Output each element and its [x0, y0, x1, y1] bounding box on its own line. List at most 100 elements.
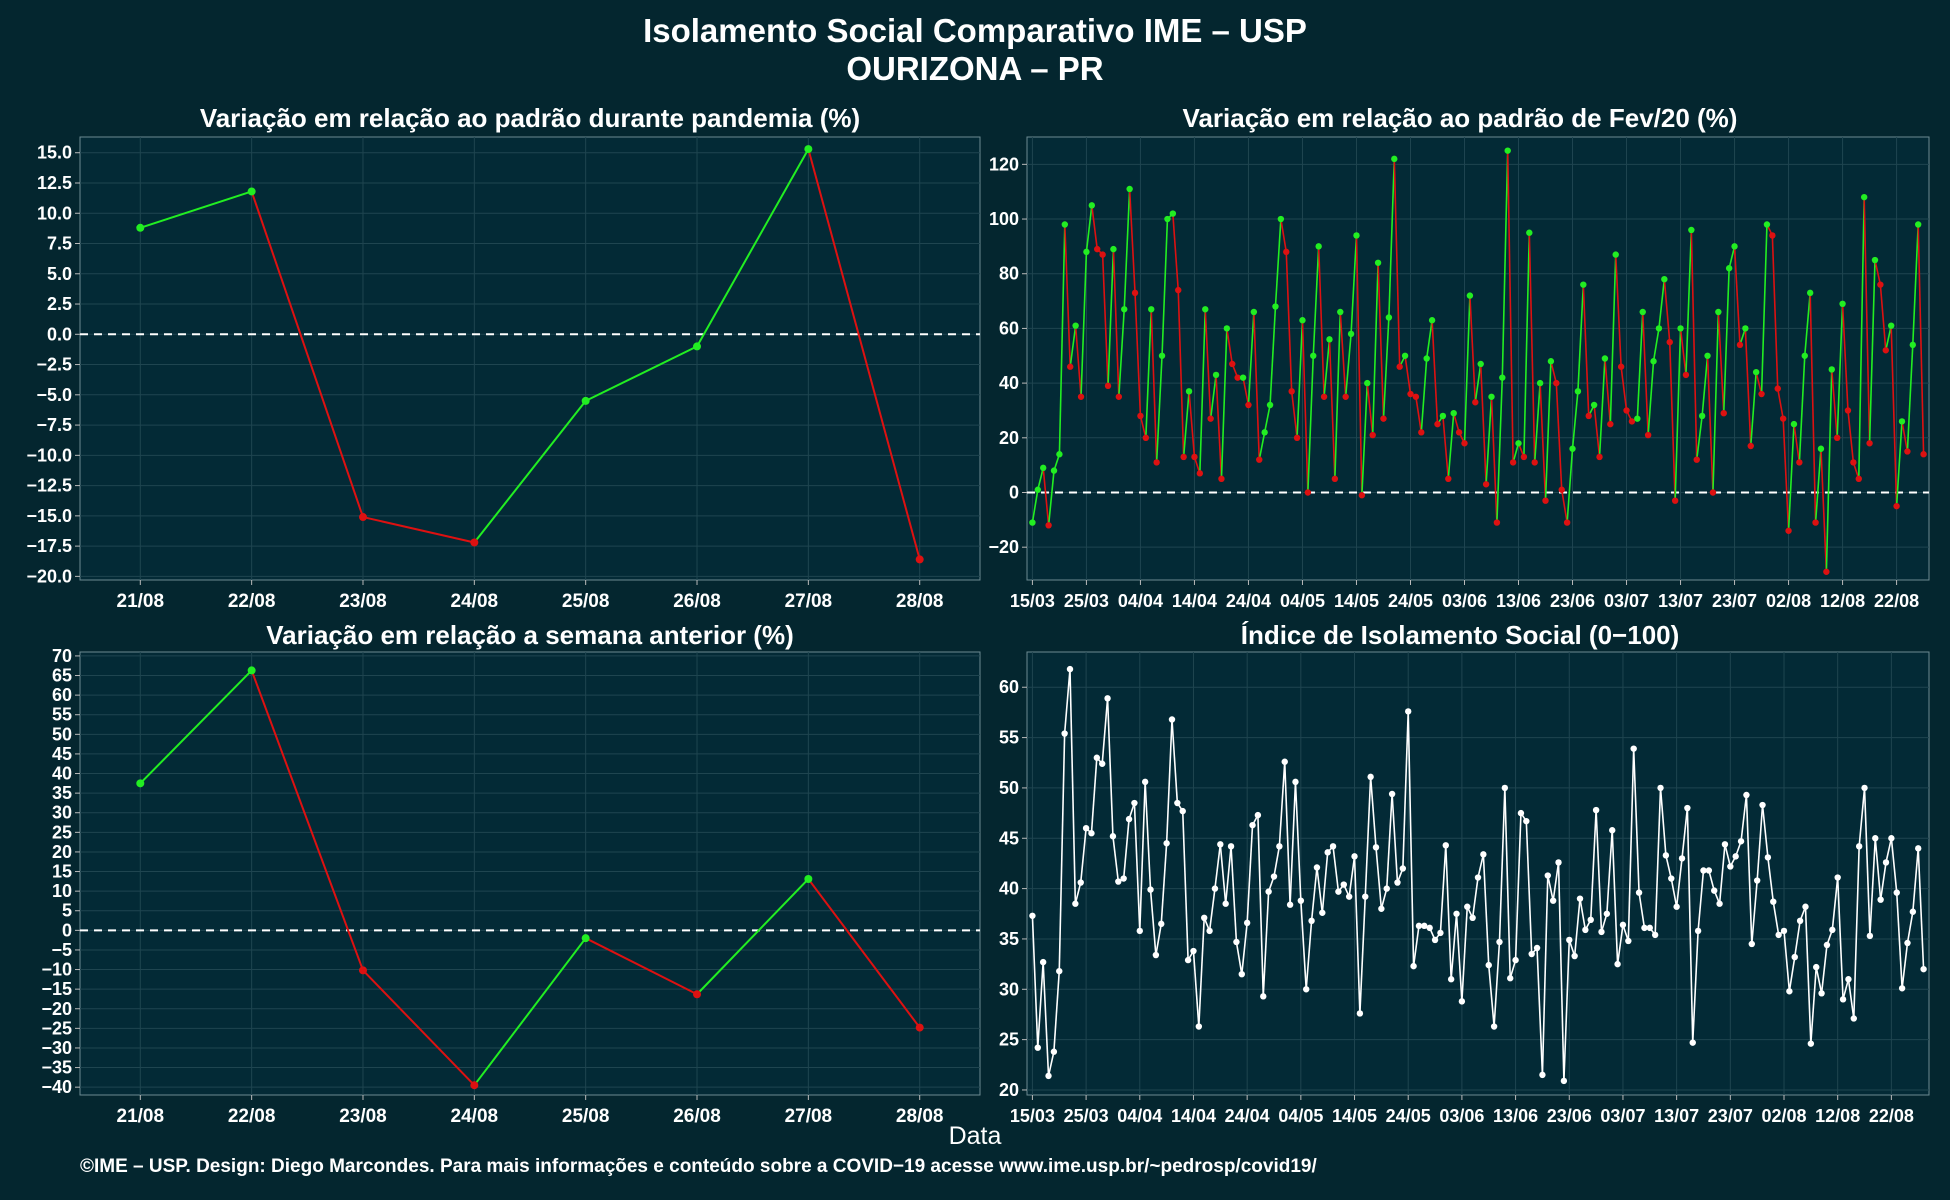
series-segment: [1701, 355, 1709, 416]
data-point: [1662, 852, 1670, 859]
series-segment: [1402, 711, 1410, 869]
data-point: [1104, 695, 1111, 702]
series-segment: [1269, 306, 1277, 406]
y-tick-label: 0: [1009, 482, 1019, 502]
series-segment: [250, 191, 364, 518]
series-segment: [1820, 944, 1828, 994]
series-segment: [1668, 342, 1676, 501]
panel-prev-week: 7065605550454035302520151050−5−10−15−20−…: [41, 646, 981, 1127]
series-segment: [1740, 794, 1748, 842]
data-point: [1288, 388, 1295, 395]
data-point: [1850, 1015, 1857, 1022]
series-segment: [1788, 956, 1796, 992]
data-point: [1249, 821, 1256, 829]
series-segment: [1145, 309, 1153, 438]
series-segment: [1208, 888, 1216, 931]
data-point: [1715, 308, 1722, 316]
series-segment: [1697, 870, 1705, 931]
series-segment: [1884, 325, 1892, 351]
x-tick-label: 27/08: [785, 591, 833, 612]
series-segment: [1722, 268, 1730, 414]
y-tick-label: 40: [999, 373, 1019, 393]
data-point: [1742, 325, 1749, 332]
data-point: [1845, 976, 1852, 983]
series-segment: [1369, 776, 1377, 848]
data-point: [1072, 322, 1079, 329]
series-segment: [1344, 333, 1352, 397]
series-segment: [1296, 320, 1304, 438]
data-point: [1709, 489, 1717, 496]
y-tick-label: 20: [52, 842, 72, 862]
data-point: [1056, 451, 1063, 458]
series-segment: [1461, 906, 1469, 1002]
y-tick-label: 40: [52, 764, 72, 784]
data-point: [1218, 475, 1225, 483]
series-segment: [1717, 311, 1725, 414]
y-tick-label: −7.5: [36, 415, 72, 435]
x-tick-label: 26/08: [673, 591, 721, 612]
data-point: [1531, 459, 1538, 466]
series-segment: [1533, 383, 1541, 463]
series-segment: [1366, 383, 1374, 436]
data-point: [1158, 352, 1166, 359]
data-point: [1499, 374, 1506, 381]
data-point: [1040, 464, 1047, 472]
data-point: [1625, 937, 1632, 945]
data-point: [1222, 900, 1229, 907]
series-segment: [1361, 383, 1369, 496]
series-segment: [1681, 807, 1689, 859]
data-point: [1871, 256, 1879, 264]
data-point: [1509, 459, 1517, 466]
series-segment: [1917, 224, 1925, 455]
series-segment: [1219, 844, 1227, 904]
data-point: [1882, 859, 1890, 866]
data-point: [1806, 289, 1814, 297]
y-tick-label: −15: [41, 979, 72, 999]
series-segment: [1334, 311, 1342, 479]
series-segment: [1544, 361, 1552, 501]
data-point: [1163, 840, 1170, 847]
data-point: [1580, 281, 1587, 288]
y-tick-label: 20: [999, 1080, 1019, 1100]
series-segment: [1332, 846, 1340, 892]
data-point: [1266, 401, 1274, 409]
y-tick-label: 50: [999, 778, 1019, 798]
series-segment: [1058, 733, 1066, 972]
series-segment: [1750, 880, 1758, 945]
y-tick-label: 80: [999, 264, 1019, 284]
data-point: [1250, 308, 1258, 316]
series-segment: [1090, 757, 1098, 834]
data-point: [1639, 308, 1646, 316]
x-tick-label: 03/07: [1604, 591, 1649, 611]
y-tick-label: 60: [52, 685, 72, 705]
data-point: [1401, 352, 1409, 359]
series-segment: [1868, 260, 1876, 444]
data-point: [1684, 804, 1691, 812]
series-segment: [1138, 781, 1146, 931]
data-point: [1141, 778, 1149, 786]
data-point: [1256, 456, 1263, 463]
series-segment: [1755, 371, 1763, 395]
series-segment: [1652, 328, 1660, 362]
series-segment: [139, 190, 252, 229]
data-point: [1592, 806, 1600, 814]
data-point: [1391, 155, 1398, 163]
data-point: [1920, 451, 1927, 458]
series-segment: [1161, 219, 1169, 356]
data-point: [1437, 929, 1444, 937]
series-segment: [1471, 877, 1479, 918]
data-point: [1833, 434, 1841, 442]
data-point: [1823, 941, 1831, 949]
data-point: [1383, 885, 1390, 892]
data-point: [1450, 409, 1457, 417]
series-segment: [1393, 158, 1401, 367]
y-tick-label: 45: [52, 744, 72, 764]
y-tick-label: −20: [988, 537, 1019, 557]
series-segment: [1814, 448, 1822, 523]
data-point: [1520, 453, 1528, 461]
data-point: [1547, 358, 1555, 365]
data-point: [1700, 867, 1707, 874]
series-segment: [1155, 923, 1163, 956]
data-point: [1234, 374, 1241, 381]
